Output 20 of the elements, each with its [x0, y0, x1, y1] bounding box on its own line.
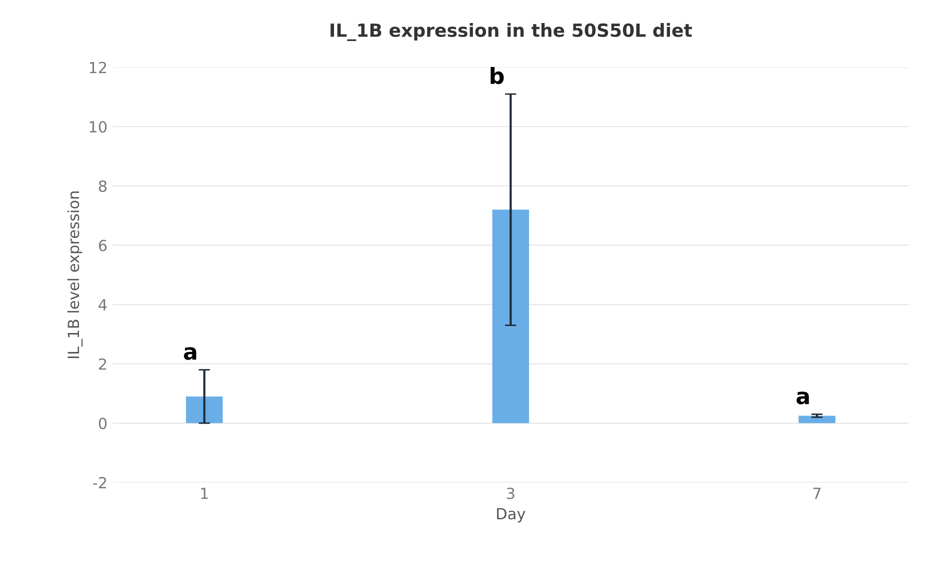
bar: [798, 416, 836, 424]
y-tick-label: 2: [98, 358, 106, 370]
y-tick-label: 10: [90, 121, 107, 133]
x-tick-label: 3: [506, 488, 514, 500]
x-tick-label: 7: [813, 488, 821, 499]
annotation: a: [184, 347, 196, 360]
y-tick-label: 12: [90, 62, 106, 74]
x-axis-title: Day: [497, 508, 526, 522]
annotation: a: [796, 392, 809, 404]
y-tick-label: 4: [98, 299, 107, 310]
annotation: b: [490, 66, 504, 84]
bar: [186, 396, 223, 424]
bar: [492, 210, 530, 424]
y-axis-title: IL_1B level expression: [67, 192, 83, 358]
y-tick-label: 0: [98, 418, 107, 430]
y-tick-label: -2: [93, 476, 106, 488]
y-tick-label: 6: [98, 240, 107, 252]
chart-title: IL_1B expression in the 50S50L diet: [330, 23, 692, 42]
y-tick-label: 8: [98, 180, 107, 192]
x-tick-label: 1: [201, 488, 208, 499]
